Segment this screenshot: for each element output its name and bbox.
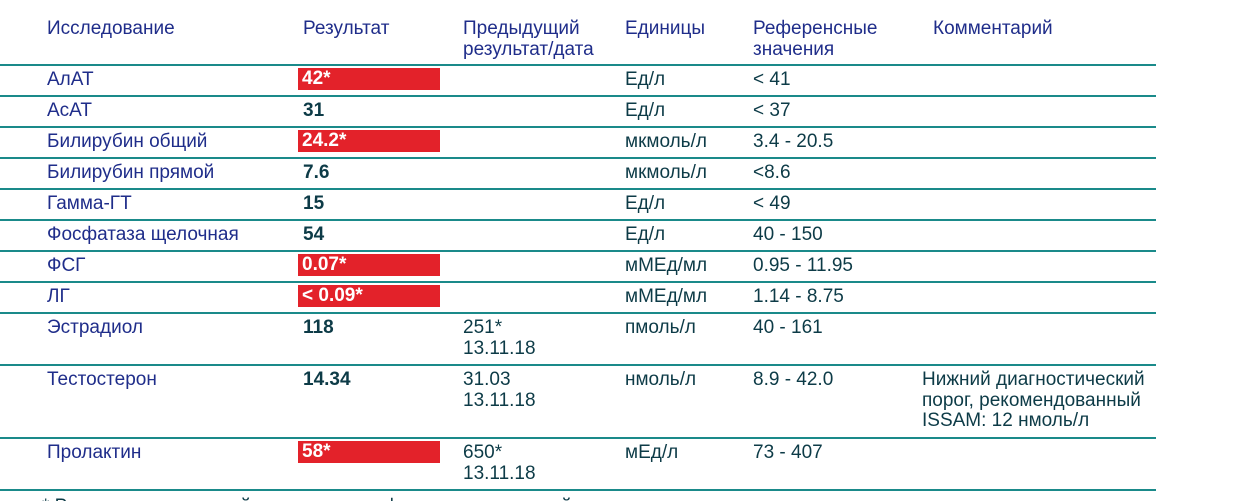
- result: 0.07*: [298, 254, 440, 276]
- row-divider: [0, 437, 1156, 439]
- reference: 1.14 - 8.75: [753, 286, 844, 307]
- header-cell: Единицы: [625, 18, 706, 39]
- previous-result: 13.11.18: [463, 390, 536, 411]
- result: 58*: [298, 441, 440, 463]
- row-divider: [0, 312, 1156, 314]
- result: 31: [303, 100, 325, 121]
- footnote: * Результат, выходящий за пределы рефере…: [42, 496, 572, 501]
- comment: ISSAM: 12 нмоль/л: [922, 410, 1090, 431]
- units: нмоль/л: [625, 369, 697, 390]
- result: 14.34: [303, 369, 351, 390]
- previous-result: 251*: [463, 317, 503, 338]
- result: 42*: [298, 68, 440, 90]
- header-cell: значения: [753, 39, 835, 60]
- result: 54: [303, 224, 325, 245]
- units: Ед/л: [625, 69, 666, 90]
- row-divider: [0, 126, 1156, 128]
- reference: 73 - 407: [753, 442, 823, 463]
- header-cell: Исследование: [47, 18, 175, 39]
- test-name: Гамма-ГТ: [47, 193, 132, 214]
- previous-result: 31.03: [463, 369, 511, 390]
- row-divider: [0, 219, 1156, 221]
- test-name: ФСГ: [47, 255, 86, 276]
- row-divider: [0, 489, 1156, 491]
- reference: < 37: [753, 100, 791, 121]
- result: < 0.09*: [298, 285, 440, 307]
- header-cell: Референсные: [753, 18, 878, 39]
- header-cell: Результат: [303, 18, 390, 39]
- previous-result: 13.11.18: [463, 463, 536, 484]
- reference: 40 - 150: [753, 224, 823, 245]
- header-cell: Комментарий: [933, 18, 1053, 39]
- row-divider: [0, 364, 1156, 366]
- units: мМЕд/мл: [625, 286, 708, 307]
- units: Ед/л: [625, 193, 666, 214]
- test-name: АсАТ: [47, 100, 92, 121]
- reference: < 41: [753, 69, 791, 90]
- units: мкмоль/л: [625, 162, 707, 183]
- test-name: Фосфатаза щелочная: [47, 224, 239, 245]
- comment: Нижний диагностический: [922, 369, 1145, 390]
- row-divider: [0, 64, 1156, 66]
- units: Ед/л: [625, 100, 666, 121]
- reference: 0.95 - 11.95: [753, 255, 854, 276]
- test-name: Эстрадиол: [47, 317, 143, 338]
- reference: <8.6: [753, 162, 791, 183]
- result: 118: [303, 317, 334, 338]
- header-cell: результат/дата: [463, 39, 594, 60]
- test-name: ЛГ: [47, 286, 70, 307]
- result: 24.2*: [298, 130, 440, 152]
- previous-result: 650*: [463, 442, 503, 463]
- result: 15: [303, 193, 325, 214]
- test-name: Пролактин: [47, 442, 142, 463]
- row-divider: [0, 95, 1156, 97]
- units: мкмоль/л: [625, 131, 707, 152]
- result: 7.6: [303, 162, 330, 183]
- test-name: Тестостерон: [47, 369, 157, 390]
- units: мМЕд/мл: [625, 255, 708, 276]
- reference: 40 - 161: [753, 317, 823, 338]
- test-name: Билирубин прямой: [47, 162, 215, 183]
- units: пмоль/л: [625, 317, 696, 338]
- row-divider: [0, 281, 1156, 283]
- row-divider: [0, 188, 1156, 190]
- row-divider: [0, 157, 1156, 159]
- comment: порог, рекомендованный: [922, 389, 1141, 411]
- reference: 8.9 - 42.0: [753, 369, 834, 390]
- units: Ед/л: [625, 224, 666, 245]
- test-name: Билирубин общий: [47, 131, 208, 152]
- previous-result: 13.11.18: [463, 338, 536, 359]
- reference: 3.4 - 20.5: [753, 131, 834, 152]
- units: мЕд/л: [625, 442, 679, 463]
- reference: < 49: [753, 193, 791, 214]
- row-divider: [0, 250, 1156, 252]
- header-cell: Предыдущий: [463, 18, 580, 39]
- test-name: АлАТ: [47, 69, 94, 90]
